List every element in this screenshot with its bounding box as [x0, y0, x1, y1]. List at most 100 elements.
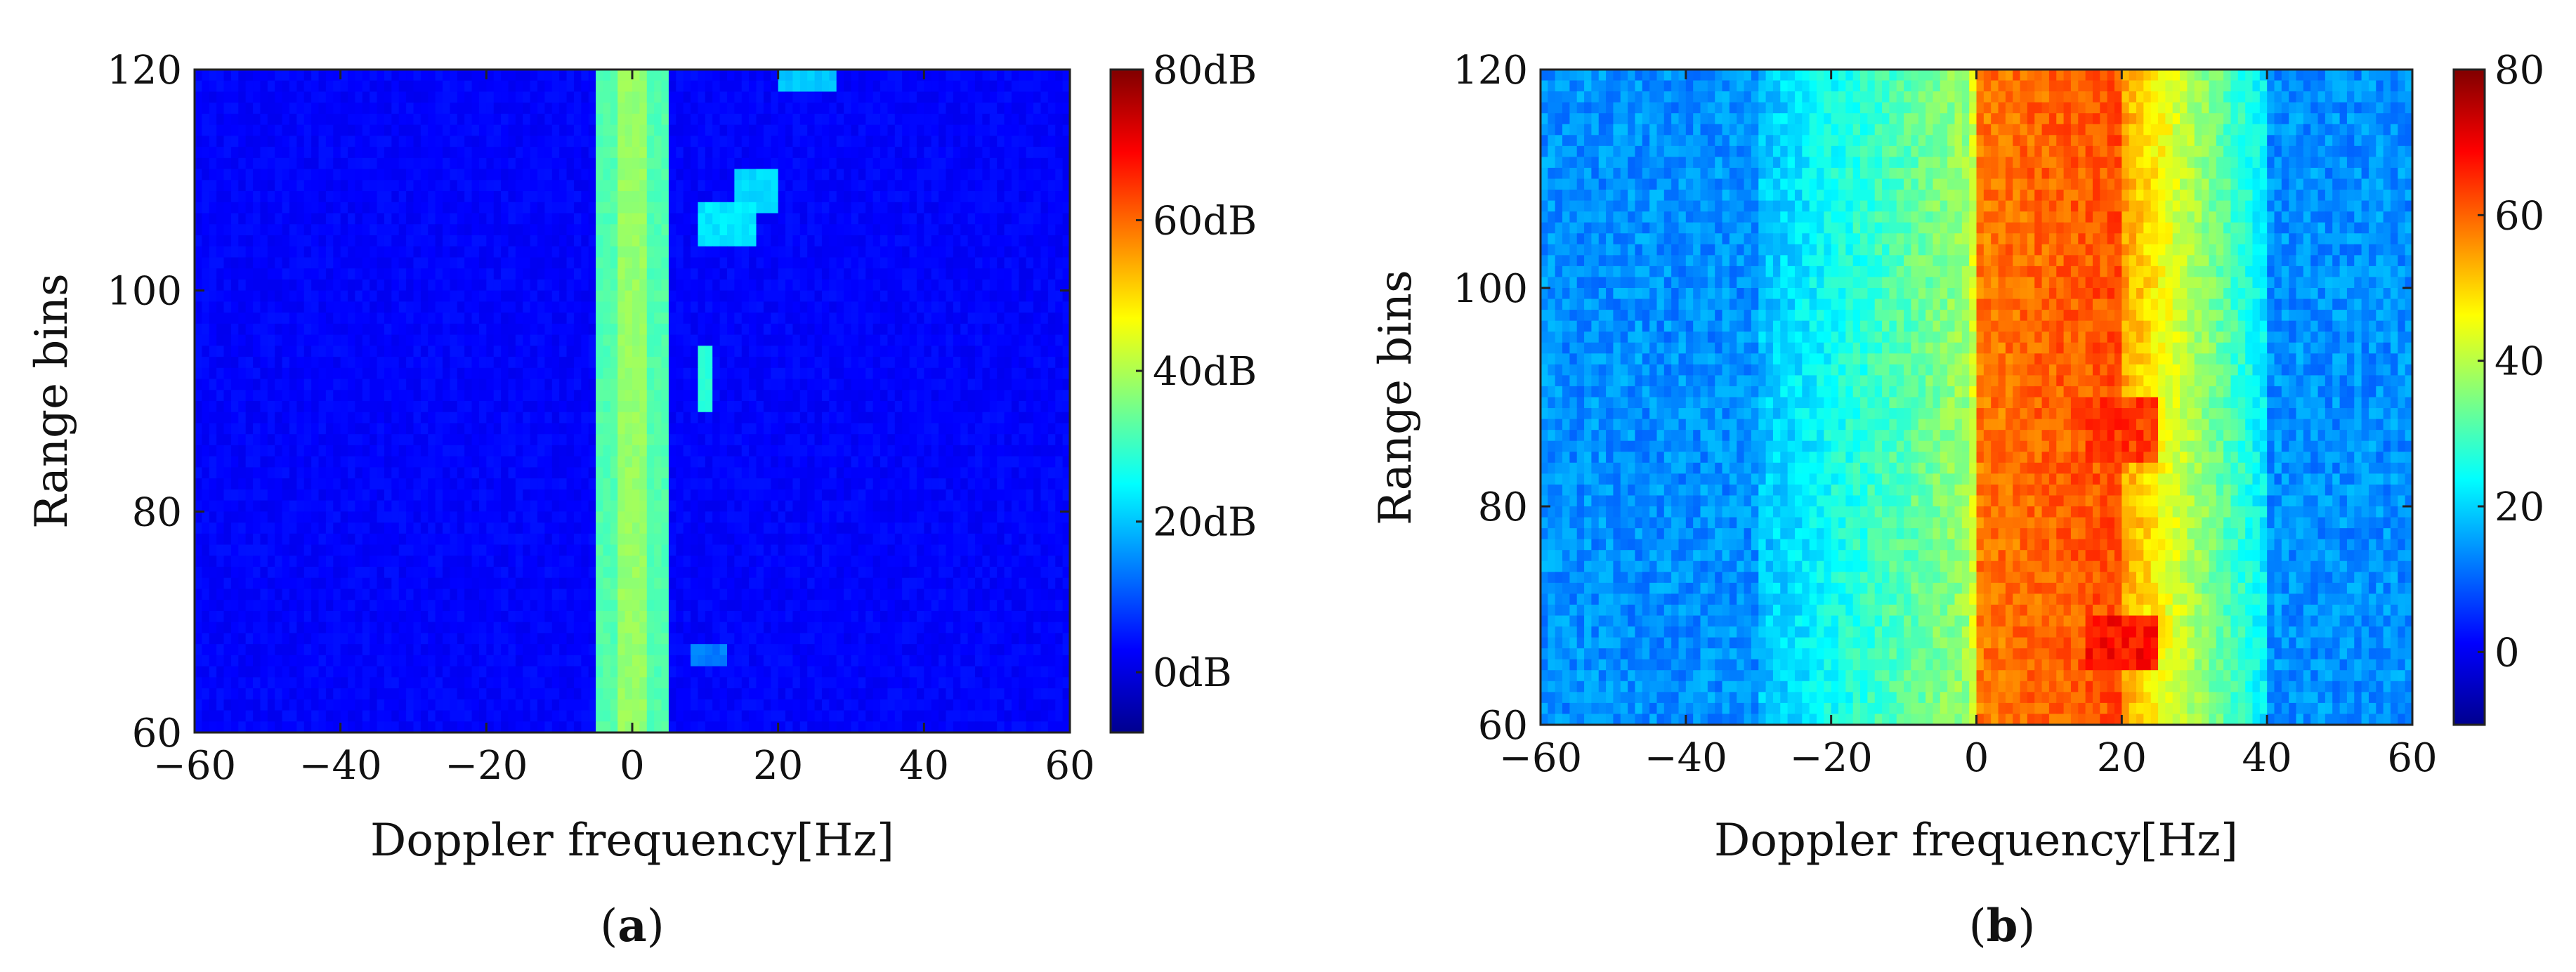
heatmap-cell — [413, 445, 421, 457]
heatmap-cell — [946, 91, 954, 103]
heatmap-cell — [478, 511, 487, 523]
heatmap-cell — [632, 103, 640, 114]
heatmap-cell — [989, 334, 998, 346]
heatmap-cell — [741, 511, 750, 523]
heatmap-cell — [493, 290, 502, 302]
heatmap-cell — [953, 301, 961, 313]
heatmap-cell — [544, 268, 553, 280]
heatmap-cell — [741, 103, 750, 114]
heatmap-cell — [340, 357, 348, 369]
heatmap-cell — [865, 103, 874, 114]
heatmap-cell — [296, 147, 305, 159]
heatmap-cell — [851, 367, 859, 380]
heatmap-cell — [683, 70, 691, 81]
heatmap-cell — [967, 113, 976, 126]
heatmap-cell — [1011, 367, 1019, 380]
heatmap-cell — [698, 301, 706, 313]
heatmap-cell — [960, 136, 969, 147]
heatmap-cell — [559, 390, 568, 402]
heatmap-cell — [632, 157, 640, 170]
heatmap-cell — [370, 313, 378, 324]
heatmap-cell — [216, 290, 225, 302]
heatmap-cell — [230, 379, 239, 390]
heatmap-cell — [515, 202, 523, 214]
heatmap-cell — [325, 434, 334, 446]
heatmap-cell — [457, 157, 465, 170]
heatmap-cell — [924, 124, 932, 136]
heatmap-cell — [377, 323, 385, 336]
heatmap-cell — [771, 235, 779, 247]
heatmap-cell — [303, 301, 312, 313]
heatmap-cell — [632, 224, 640, 236]
heatmap-cell — [960, 169, 969, 180]
heatmap-cell — [275, 445, 283, 457]
heatmap-cell — [398, 456, 407, 468]
heatmap-cell — [989, 346, 998, 357]
heatmap-cell — [1047, 290, 1056, 302]
heatmap-cell — [712, 113, 721, 126]
heatmap-cell — [370, 523, 378, 534]
heatmap-cell — [989, 500, 998, 512]
heatmap-cell — [894, 334, 903, 346]
heatmap-cell — [311, 147, 320, 159]
heatmap-cell — [756, 346, 764, 357]
heatmap-cell — [340, 445, 348, 457]
heatmap-cell — [1004, 511, 1012, 523]
heatmap-cell — [894, 313, 903, 324]
heatmap-cell — [464, 224, 473, 236]
heatmap-cell — [325, 323, 334, 336]
heatmap-cell — [435, 523, 443, 534]
heatmap-cell — [311, 478, 320, 490]
heatmap-cell — [858, 423, 866, 435]
heatmap-cell — [916, 478, 924, 490]
heatmap-cell — [610, 478, 618, 490]
heatmap-cell — [749, 523, 757, 534]
heatmap-cell — [799, 390, 808, 402]
heatmap-cell — [413, 180, 421, 192]
heatmap-cell — [625, 157, 633, 170]
heatmap-cell — [296, 379, 305, 390]
heatmap-cell — [691, 523, 699, 534]
heatmap-cell — [515, 401, 523, 413]
heatmap-cell — [953, 434, 961, 446]
heatmap-cell — [771, 103, 779, 114]
heatmap-cell — [223, 246, 232, 258]
heatmap-cell — [303, 346, 312, 357]
heatmap-cell — [216, 489, 225, 501]
heatmap-cell — [778, 434, 786, 446]
heatmap-cell — [880, 313, 889, 324]
heatmap-cell — [355, 70, 363, 81]
heatmap-cell — [997, 157, 1005, 170]
heatmap-cell — [894, 511, 903, 523]
heatmap-cell — [1011, 346, 1019, 357]
heatmap-cell — [195, 80, 202, 93]
heatmap-cell — [370, 124, 378, 136]
heatmap-cell — [821, 268, 830, 280]
heatmap-cell — [443, 268, 451, 280]
heatmap-cell — [1062, 390, 1071, 402]
heatmap-cell — [902, 379, 910, 390]
heatmap-cell — [960, 313, 969, 324]
heatmap-cell — [202, 290, 210, 302]
heatmap-cell — [464, 113, 473, 126]
heatmap-cell — [391, 124, 400, 136]
heatmap-cell — [275, 235, 283, 247]
heatmap-cell — [683, 357, 691, 369]
heatmap-cell — [807, 113, 816, 126]
heatmap-cell — [238, 423, 247, 435]
heatmap-cell — [778, 478, 786, 490]
heatmap-cell — [443, 279, 451, 291]
heatmap-cell — [639, 489, 648, 501]
heatmap-cell — [303, 213, 312, 225]
heatmap-cell — [1011, 478, 1019, 490]
heatmap-cell — [698, 202, 706, 214]
heatmap-cell — [428, 456, 436, 468]
heatmap-cell — [267, 124, 275, 136]
heatmap-cell — [858, 390, 866, 402]
heatmap-cell — [537, 246, 545, 258]
heatmap-cell — [939, 500, 947, 512]
heatmap-cell — [245, 147, 254, 159]
heatmap-cell — [318, 346, 327, 357]
heatmap-cell — [880, 91, 889, 103]
heatmap-cell — [551, 313, 560, 324]
